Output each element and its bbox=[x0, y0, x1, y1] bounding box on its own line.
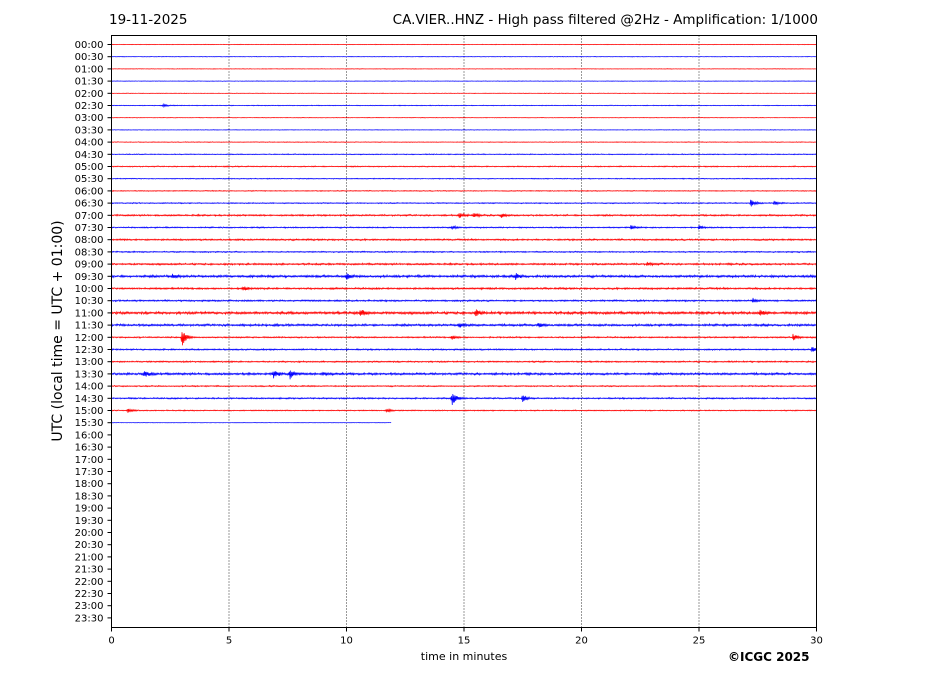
trace-row-0200 bbox=[111, 92, 817, 95]
y-tick-label: 11:00 bbox=[75, 308, 104, 319]
trace-row-0130 bbox=[111, 80, 817, 82]
y-tick-label: 10:00 bbox=[75, 284, 104, 295]
trace-row-1130 bbox=[111, 322, 817, 328]
trace-row-0730 bbox=[111, 224, 817, 230]
y-tick-label: 08:00 bbox=[75, 235, 104, 246]
y-tick-label: 16:30 bbox=[75, 443, 104, 454]
y-tick-label: 23:00 bbox=[75, 601, 104, 612]
x-tick-label: 15 bbox=[458, 636, 471, 647]
y-tick-label: 00:00 bbox=[75, 40, 104, 51]
y-tick-label: 15:30 bbox=[75, 418, 104, 429]
x-tick-label: 30 bbox=[810, 636, 823, 647]
y-tick-label: 03:00 bbox=[75, 113, 104, 124]
y-tick-label: 04:00 bbox=[75, 138, 104, 149]
y-tick-label: 19:00 bbox=[75, 504, 104, 515]
trace-row-1300 bbox=[111, 360, 817, 364]
x-tick-label: 25 bbox=[693, 636, 706, 647]
x-tick-label: 20 bbox=[575, 636, 588, 647]
x-tick-label: 10 bbox=[340, 636, 353, 647]
trace-row-1030 bbox=[111, 297, 817, 303]
vertical-gridlines bbox=[228, 35, 700, 628]
y-tick-label: 18:00 bbox=[75, 479, 104, 490]
y-tick-label: 14:00 bbox=[75, 382, 104, 393]
y-tick-label: 22:30 bbox=[75, 589, 104, 600]
y-tick-label: 19:30 bbox=[75, 516, 104, 527]
y-tick-label: 03:30 bbox=[75, 125, 104, 136]
trace-row-0830 bbox=[111, 250, 817, 254]
trace-row-0630 bbox=[111, 199, 817, 207]
trace-row-1100 bbox=[111, 309, 817, 317]
trace-row-0930 bbox=[111, 272, 817, 281]
trace-row-0500 bbox=[111, 165, 817, 168]
trace-row-0230 bbox=[111, 102, 817, 108]
trace-row-1230 bbox=[111, 346, 817, 353]
y-tick-label: 20:30 bbox=[75, 540, 104, 551]
y-tick-label: 12:00 bbox=[75, 333, 104, 344]
y-tick-label: 07:30 bbox=[75, 223, 104, 234]
trace-row-0400 bbox=[111, 141, 817, 143]
trace-row-0900 bbox=[111, 261, 817, 267]
trace-row-0330 bbox=[111, 129, 817, 131]
trace-row-1200 bbox=[111, 332, 817, 346]
y-tick-label: 16:00 bbox=[75, 430, 104, 441]
y-tick-label: 17:00 bbox=[75, 455, 104, 466]
y-tick-label: 13:00 bbox=[75, 357, 104, 368]
trace-row-1000 bbox=[111, 286, 817, 291]
trace-row-0530 bbox=[111, 177, 817, 180]
trace-row-1330 bbox=[111, 370, 817, 380]
y-tick-label: 12:30 bbox=[75, 345, 104, 356]
y-tick-label: 08:30 bbox=[75, 247, 104, 258]
y-tick-label: 18:30 bbox=[75, 491, 104, 502]
x-axis: 0 5 10 15 20 25 30 bbox=[108, 627, 823, 647]
y-tick-label: 01:30 bbox=[75, 77, 104, 88]
trace-row-0800 bbox=[111, 237, 817, 242]
y-tick-label: 22:00 bbox=[75, 577, 104, 588]
trace-row-0100 bbox=[111, 68, 817, 70]
trace-row-0300 bbox=[111, 116, 817, 119]
plot-frame bbox=[111, 35, 817, 628]
y-tick-label: 21:00 bbox=[75, 552, 104, 563]
x-tick-label: 5 bbox=[226, 636, 232, 647]
trace-row-0700 bbox=[111, 212, 817, 219]
y-tick-label: 02:00 bbox=[75, 89, 104, 100]
y-tick-label: 06:00 bbox=[75, 186, 104, 197]
y-tick-label: 02:30 bbox=[75, 101, 104, 112]
seismic-traces bbox=[111, 43, 817, 424]
chart-date: 19-11-2025 bbox=[109, 12, 188, 28]
y-tick-label: 07:00 bbox=[75, 211, 104, 222]
y-tick-label: 20:00 bbox=[75, 528, 104, 539]
y-tick-label: 05:00 bbox=[75, 162, 104, 173]
y-tick-label: 13:30 bbox=[75, 369, 104, 380]
trace-row-0600 bbox=[111, 189, 817, 193]
y-tick-label: 11:30 bbox=[75, 321, 104, 332]
trace-row-0000 bbox=[111, 43, 817, 46]
x-tick-label: 0 bbox=[108, 636, 114, 647]
y-tick-label: 17:30 bbox=[75, 467, 104, 478]
y-tick-label: 06:30 bbox=[75, 199, 104, 210]
y-tick-label: 00:30 bbox=[75, 52, 104, 63]
y-tick-label: 21:30 bbox=[75, 565, 104, 576]
copyright-notice: ©ICGC 2025 bbox=[728, 650, 810, 664]
y-tick-label: 05:30 bbox=[75, 174, 104, 185]
y-tick-label: 15:00 bbox=[75, 406, 104, 417]
y-tick-label: 01:00 bbox=[75, 64, 104, 75]
trace-row-1400 bbox=[111, 384, 817, 388]
y-tick-label: 23:30 bbox=[75, 613, 104, 624]
y-tick-label: 09:00 bbox=[75, 260, 104, 271]
chart-title: CA.VIER..HNZ - High pass filtered @2Hz -… bbox=[392, 12, 818, 28]
y-tick-label: 10:30 bbox=[75, 296, 104, 307]
trace-row-0430 bbox=[111, 153, 817, 156]
trace-row-0030 bbox=[111, 55, 817, 58]
y-axis-label: UTC (local time = UTC + 01:00) bbox=[50, 220, 66, 441]
trace-row-1500 bbox=[111, 408, 817, 413]
x-axis-label: time in minutes bbox=[421, 650, 508, 663]
y-tick-label: 14:30 bbox=[75, 394, 104, 405]
trace-row-1430 bbox=[111, 394, 817, 406]
y-tick-label: 04:30 bbox=[75, 150, 104, 161]
y-tick-label: 09:30 bbox=[75, 272, 104, 283]
